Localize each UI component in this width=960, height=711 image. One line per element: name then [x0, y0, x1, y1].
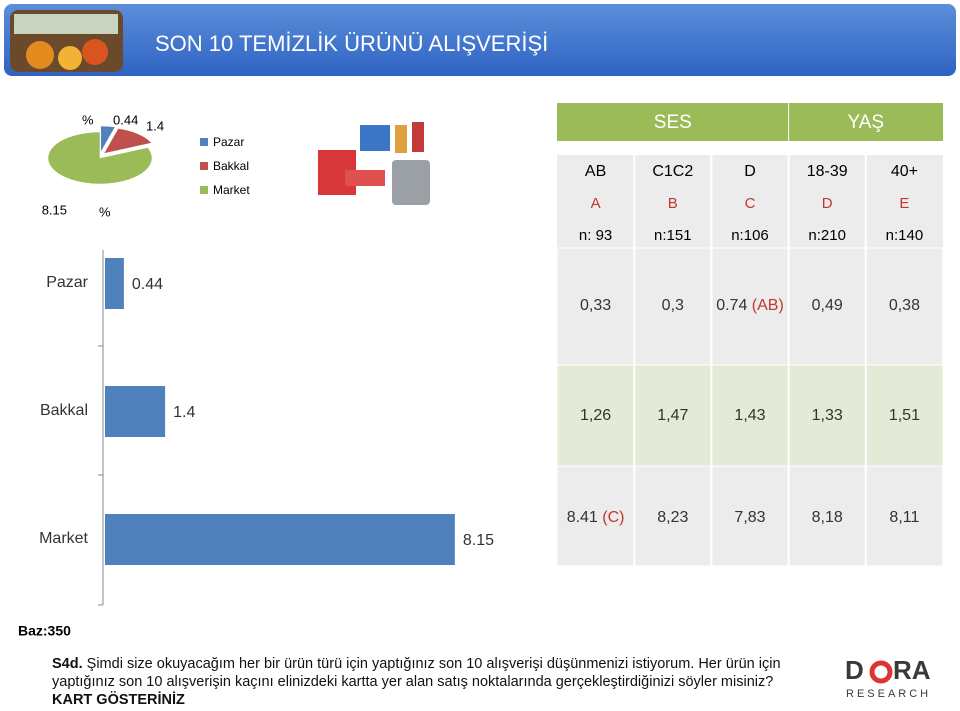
table-cell: 8,11	[889, 509, 919, 526]
table-cell: 0,33	[580, 297, 611, 314]
pie-slice	[100, 125, 116, 154]
column-letter: A	[591, 195, 601, 212]
table-row-bg	[556, 247, 944, 366]
pie-label: 0.44	[113, 112, 138, 127]
legend-label: Pazar	[213, 135, 244, 149]
column-header: 40+	[891, 163, 918, 180]
cell-significance: (C)	[602, 509, 624, 526]
bar-value: 0.44	[132, 276, 163, 293]
pie-slice	[47, 131, 153, 185]
table-cell: 0,49	[812, 297, 843, 314]
table-cell: 1,51	[889, 407, 920, 424]
title: SON 10 TEMİZLİK ÜRÜNÜ ALIŞVERİŞİ	[155, 31, 548, 56]
legend-label: Market	[213, 183, 250, 197]
group-header: SES	[654, 112, 692, 133]
column-base: n:140	[886, 227, 924, 244]
column-letter: E	[899, 195, 909, 212]
pie-label: 8.15	[42, 202, 67, 217]
table-cell: 8.41 (C)	[567, 509, 625, 526]
legend-swatch	[200, 138, 208, 146]
cell-significance: (AB)	[752, 297, 784, 314]
bar-category: Bakkal	[40, 402, 88, 419]
column-header: 18-39	[807, 163, 848, 180]
bar-category: Pazar	[46, 274, 88, 291]
table-cell: 7,83	[734, 509, 765, 526]
column-letter: C	[745, 195, 756, 212]
logo-ring	[869, 660, 893, 684]
table-group-row	[557, 103, 943, 141]
table-row-bg	[556, 364, 944, 467]
column-letter: D	[822, 195, 833, 212]
cell-value: 8.41	[567, 509, 598, 526]
logo-left: D	[845, 655, 864, 685]
column-base: n:210	[808, 227, 846, 244]
header-photo	[10, 10, 123, 72]
table-cell: 0,38	[889, 297, 920, 314]
pie-label: 1.4	[146, 118, 164, 133]
instruction: KART GÖSTERİNİZ	[52, 692, 185, 708]
table-cell: 1,33	[812, 407, 843, 424]
bar	[105, 514, 455, 565]
column-base: n:106	[731, 227, 769, 244]
column-header: AB	[585, 163, 606, 180]
unit-mark: %	[82, 112, 94, 127]
bar-value: 1.4	[173, 404, 195, 421]
table-cell: 0.74 (AB)	[716, 297, 784, 314]
bar-value: 8.15	[463, 532, 494, 549]
table-head-bg	[557, 155, 943, 248]
column-letter: B	[668, 195, 678, 212]
table-cell: 8,18	[812, 509, 843, 526]
table-cell: 1,26	[580, 407, 611, 424]
table-cell: 1,47	[657, 407, 688, 424]
question-code: S4d.	[52, 656, 83, 672]
pie-slice	[103, 128, 153, 154]
bar-category: Market	[39, 530, 88, 547]
bar	[105, 386, 166, 437]
group-header: YAŞ	[847, 112, 884, 133]
products-photo	[310, 118, 436, 210]
table-row-bg	[556, 465, 944, 567]
question-block: S4d. Şimdi size okuyacağım her bir ürün …	[52, 655, 812, 709]
legend-swatch	[200, 162, 208, 170]
base-note: Baz:350	[18, 623, 71, 639]
table-cell: 8,23	[657, 509, 688, 526]
column-base: n: 93	[579, 227, 612, 244]
legend-label: Bakkal	[213, 159, 249, 173]
table-cell: 1,43	[734, 407, 765, 424]
logo-right: RA	[893, 655, 931, 685]
logo: D RA RESEARCH	[845, 655, 931, 700]
table-cell: 0,3	[662, 297, 684, 314]
question-text: Şimdi size okuyacağım her bir ürün türü …	[52, 656, 781, 690]
column-header: C1C2	[652, 163, 693, 180]
legend-swatch	[200, 186, 208, 194]
column-header: D	[744, 163, 756, 180]
header-bar	[4, 4, 956, 76]
cell-value: 0.74	[716, 297, 747, 314]
column-base: n:151	[654, 227, 692, 244]
unit-mark: %	[99, 204, 111, 219]
logo-sub: RESEARCH	[846, 688, 931, 700]
bar	[105, 258, 124, 309]
